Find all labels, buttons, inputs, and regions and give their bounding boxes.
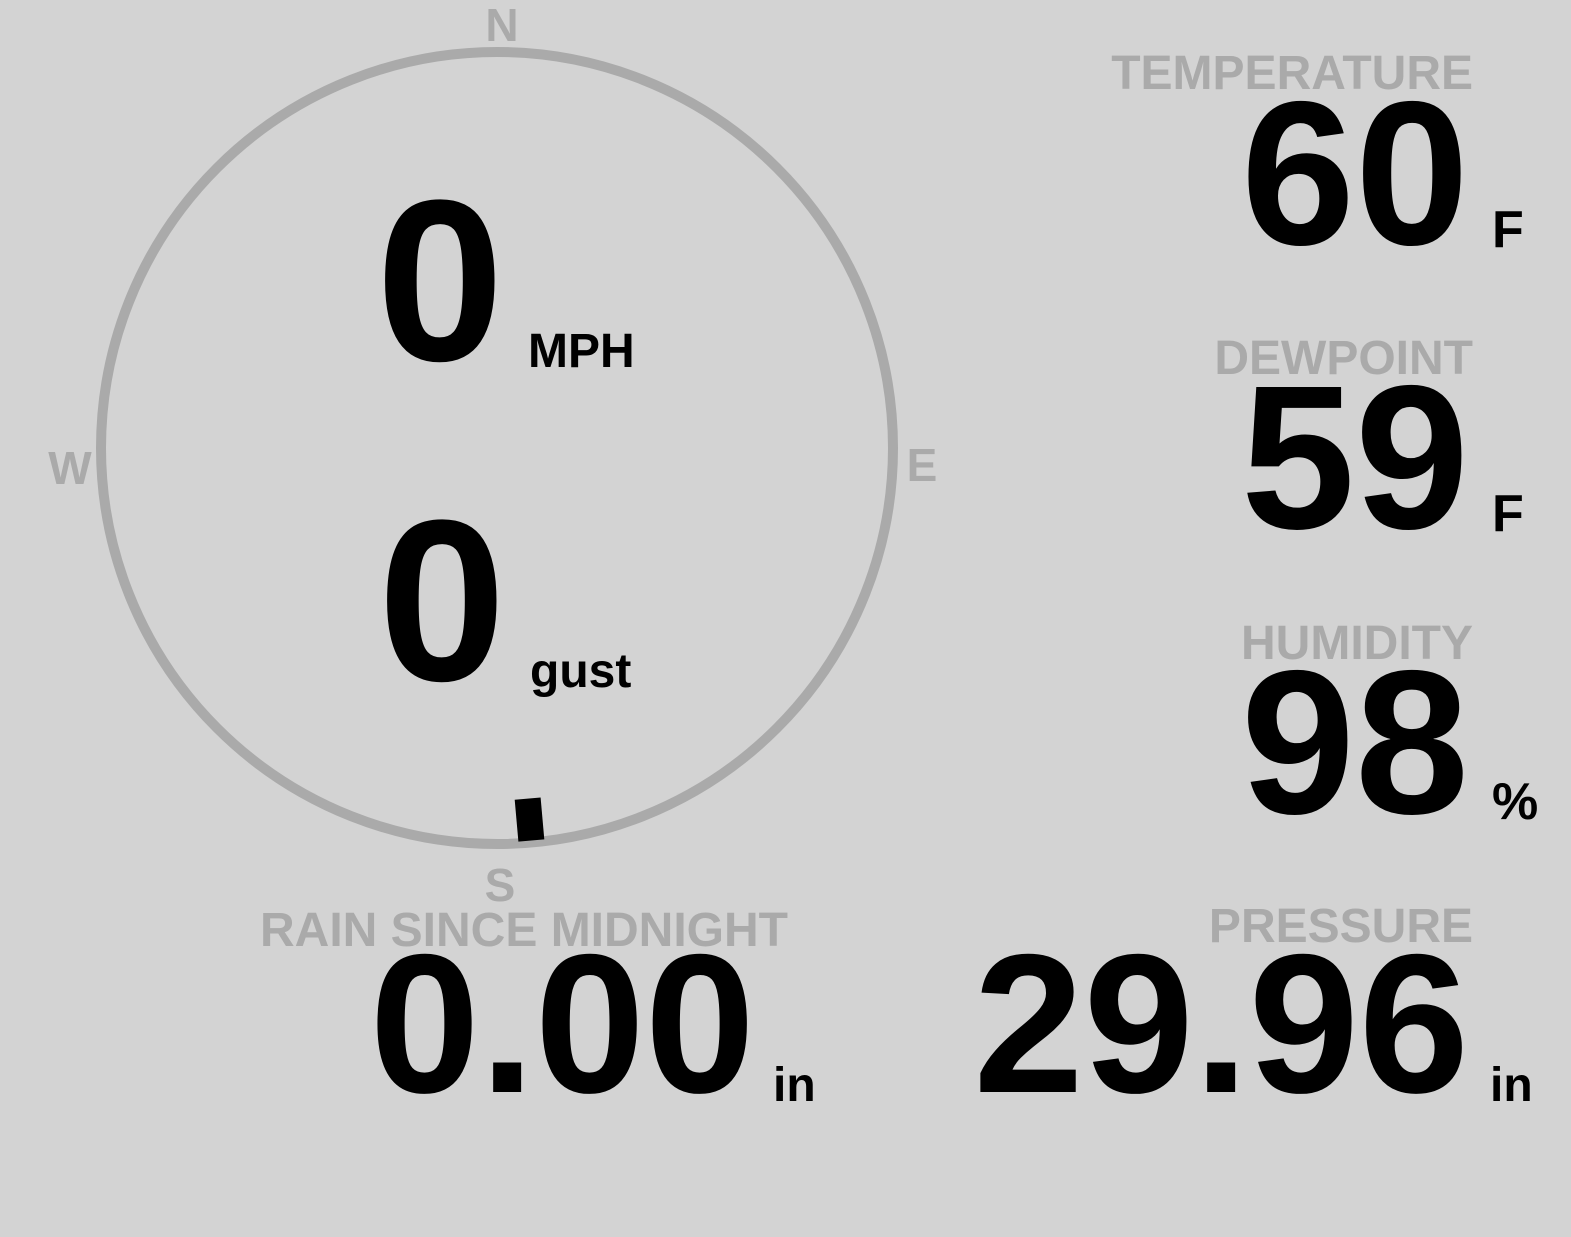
- humidity-value: 98: [1240, 628, 1469, 857]
- dewpoint-value: 59: [1240, 343, 1469, 572]
- compass-east: E: [906, 439, 938, 491]
- rain-label: RAIN SINCE MIDNIGHT: [260, 904, 788, 957]
- pressure-value: 29.96: [973, 913, 1469, 1134]
- compass-south: S: [484, 859, 516, 911]
- wind-direction-needle: [514, 797, 545, 842]
- rain-value: 0.00: [369, 913, 755, 1134]
- temperature-unit: F: [1492, 201, 1524, 259]
- humidity-label: HUMIDITY: [1241, 617, 1473, 670]
- compass-north: N: [485, 0, 519, 51]
- dewpoint-unit: F: [1492, 485, 1524, 543]
- wind-gust-unit: gust: [530, 645, 632, 698]
- wind-speed-unit: MPH: [528, 325, 635, 378]
- pressure-unit: in: [1490, 1059, 1533, 1112]
- wind-gust-value: 0: [378, 472, 506, 729]
- rain-unit: in: [773, 1059, 816, 1112]
- dewpoint-label: DEWPOINT: [1214, 332, 1473, 385]
- compass-west: W: [48, 442, 92, 494]
- humidity-unit: %: [1492, 773, 1539, 831]
- wind-speed-value: 0: [376, 152, 504, 409]
- temperature-label: TEMPERATURE: [1111, 47, 1473, 100]
- pressure-label: PRESSURE: [1208, 900, 1473, 953]
- temperature-value: 60: [1240, 59, 1469, 288]
- compass-ring: [96, 47, 898, 849]
